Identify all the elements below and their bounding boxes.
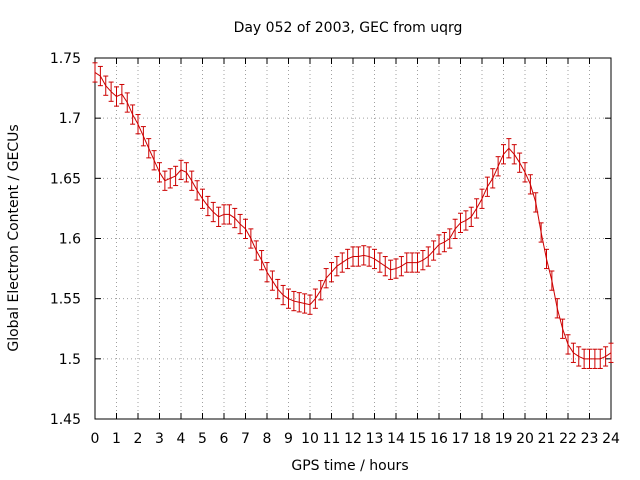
x-tick-label: 19	[495, 431, 513, 447]
x-tick-labels: 0 1 2 3 4 5 6 7 8 9 10 11 12 13 14 15 16 17 18 19 20 21 22 23 24	[91, 431, 620, 447]
x-axis-label: GPS time / hours	[291, 458, 408, 474]
y-tick-label: 1.45	[50, 412, 81, 428]
x-tick-label: 14	[387, 431, 405, 447]
axis-ticks	[94, 57, 612, 420]
x-tick-label: 9	[284, 431, 293, 447]
gec-series	[92, 62, 614, 369]
y-tick-label: 1.65	[50, 171, 81, 187]
x-tick-label: 5	[198, 431, 207, 447]
x-tick-label: 11	[323, 431, 341, 447]
y-tick-labels: 1.45 1.5 1.55 1.6 1.65 1.7 1.75	[50, 51, 81, 428]
x-tick-label: 1	[112, 431, 121, 447]
x-tick-label: 17	[452, 431, 470, 447]
x-tick-label: 6	[220, 431, 229, 447]
y-tick-label: 1.75	[50, 51, 81, 67]
x-tick-label: 7	[241, 431, 250, 447]
x-tick-label: 18	[473, 431, 491, 447]
y-tick-label: 1.7	[59, 111, 81, 127]
y-tick-label: 1.6	[59, 232, 81, 248]
x-tick-label: 15	[409, 431, 427, 447]
x-tick-label: 21	[538, 431, 556, 447]
x-tick-label: 23	[581, 431, 599, 447]
x-tick-label: 20	[516, 431, 534, 447]
gec-line	[94, 72, 612, 360]
x-tick-label: 0	[91, 431, 100, 447]
x-tick-label: 22	[559, 431, 577, 447]
x-tick-label: 4	[177, 431, 186, 447]
x-tick-label: 2	[134, 431, 143, 447]
y-tick-label: 1.55	[50, 292, 81, 308]
x-tick-label: 13	[366, 431, 384, 447]
x-tick-label: 8	[263, 431, 272, 447]
y-axis-label: Global Electron Content / GECUs	[6, 124, 22, 351]
y-tick-label: 1.5	[59, 352, 81, 368]
x-tick-label: 12	[344, 431, 362, 447]
x-tick-label: 16	[430, 431, 448, 447]
x-tick-label: 10	[301, 431, 319, 447]
x-tick-label: 3	[155, 431, 164, 447]
x-tick-label: 24	[602, 431, 620, 447]
grid	[95, 58, 611, 419]
chart-title: Day 052 of 2003, GEC from uqrg	[234, 20, 463, 36]
